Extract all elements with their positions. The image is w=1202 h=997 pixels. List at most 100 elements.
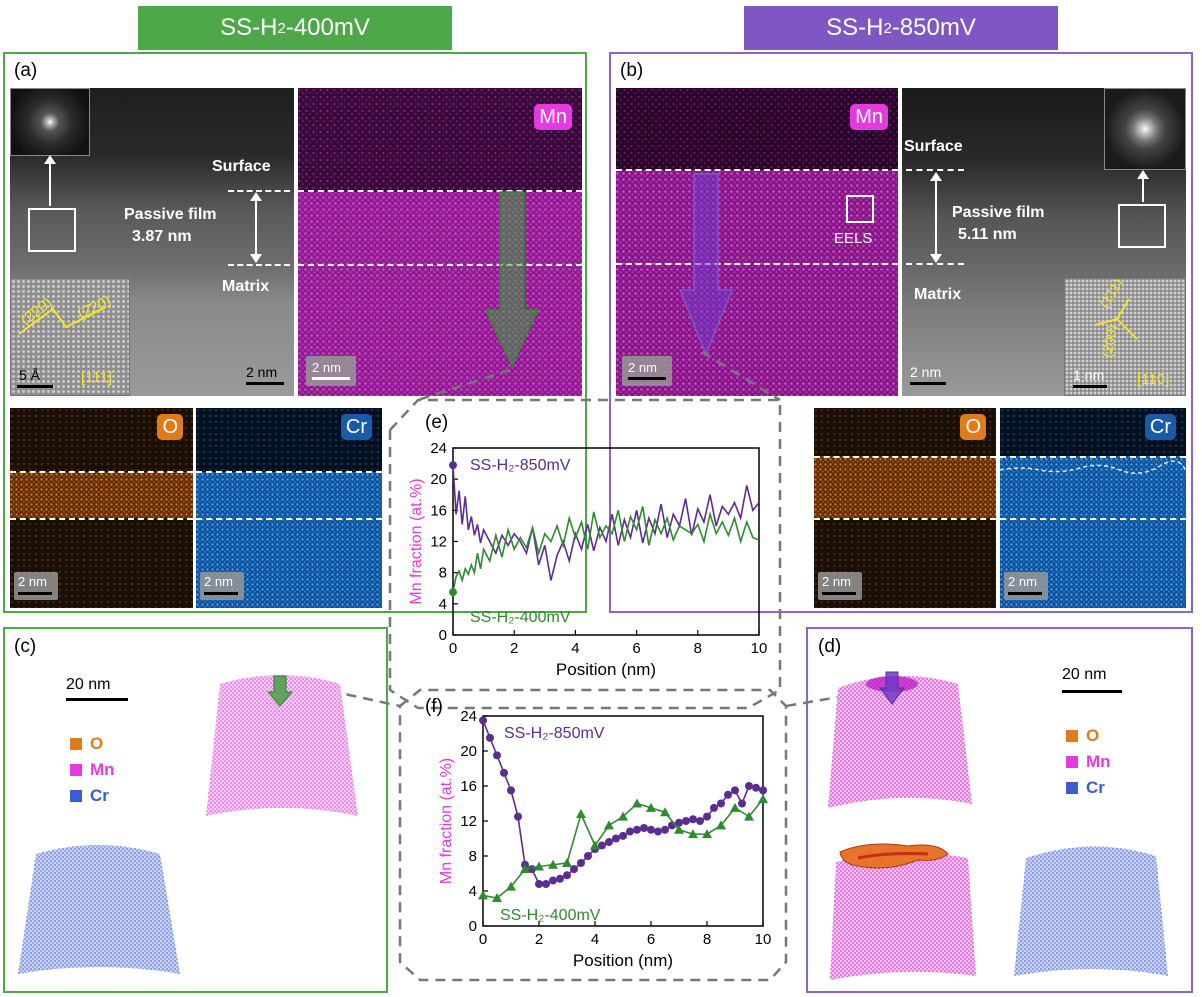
mn-surface-line-a bbox=[298, 190, 582, 192]
matrix-line-b bbox=[906, 263, 964, 265]
x-tick-label: 10 bbox=[755, 931, 772, 948]
scale-main-bar-b bbox=[910, 382, 946, 385]
legend-d-o: O bbox=[1066, 726, 1099, 746]
scale-mn-box-b bbox=[622, 356, 672, 386]
x-tick-label: 10 bbox=[751, 640, 768, 657]
eels-label-b: EELS bbox=[834, 230, 873, 247]
y-tick-label: 20 bbox=[430, 471, 447, 488]
y-tick-label: 12 bbox=[430, 534, 447, 551]
data-point bbox=[626, 827, 634, 836]
data-point bbox=[745, 782, 753, 790]
thickness-arrow-a bbox=[255, 198, 257, 256]
scale-cr-b: 2 nm bbox=[1008, 574, 1037, 589]
scale-bar-c bbox=[66, 698, 128, 701]
scale-mn-b: 2 nm bbox=[628, 360, 657, 375]
data-point bbox=[660, 807, 670, 817]
thickness-arrow-up-b bbox=[930, 172, 942, 181]
zone-label-b: [110] bbox=[1137, 371, 1170, 388]
cr-matrix-line-b bbox=[1000, 518, 1186, 520]
mn-tag-a: Mn bbox=[534, 104, 572, 130]
apt-mn-oxide-volume-d bbox=[830, 843, 976, 980]
lattice-planes-a bbox=[18, 306, 107, 335]
zone-label-a: [111] bbox=[81, 369, 113, 386]
legend-c-mn: Mn bbox=[70, 760, 115, 780]
thickness-arrow-b bbox=[935, 178, 937, 256]
apt-mn-volume-d bbox=[828, 671, 972, 808]
y-tick-label: 4 bbox=[439, 596, 447, 613]
surface-line-b bbox=[906, 169, 964, 171]
mn-map-a: Mn 2 nm bbox=[298, 88, 582, 396]
data-point bbox=[542, 880, 550, 888]
data-point bbox=[605, 838, 613, 846]
lattice-inset-b: (1̄11) (200) [110] 1 nm bbox=[1064, 275, 1186, 396]
data-point bbox=[738, 799, 746, 808]
apt-cr-volume-d bbox=[1014, 846, 1168, 976]
y-tick-label: 16 bbox=[460, 778, 477, 795]
tem-image-a: Surface Passive film 3.87 nm Matrix (2̄2… bbox=[10, 88, 294, 396]
legend-d-cr-swatch bbox=[1066, 782, 1078, 794]
y-tick-label: 16 bbox=[430, 502, 447, 519]
data-point bbox=[570, 865, 578, 874]
frame-d bbox=[806, 627, 1193, 993]
thickness-arrow-up-a bbox=[250, 192, 262, 201]
header-right: SS-H 2 -850mV bbox=[744, 6, 1058, 50]
y-tick-label: 20 bbox=[460, 743, 477, 760]
scale-bar-d bbox=[1062, 690, 1122, 693]
y-tick-label: 24 bbox=[460, 708, 477, 725]
o-map-a-texture bbox=[10, 408, 193, 608]
scale-inset-bar-a bbox=[17, 385, 53, 388]
tem-image-b: Surface Passive film 5.11 nm Matrix (1̄1… bbox=[902, 88, 1186, 396]
legend-c-cr-swatch bbox=[70, 790, 82, 802]
data-point bbox=[590, 840, 600, 850]
data-point bbox=[647, 825, 655, 834]
legend-d-mn-label: Mn bbox=[1086, 752, 1111, 771]
data-point bbox=[618, 811, 628, 821]
legend-d-o-swatch bbox=[1066, 730, 1078, 742]
surface-line-a bbox=[228, 190, 290, 192]
series-line-1 bbox=[452, 506, 760, 593]
header-left-sub: 2 bbox=[277, 19, 286, 37]
legend-d-cr: Cr bbox=[1066, 778, 1105, 798]
o-map-a: O 2 nm bbox=[10, 408, 193, 608]
header-right-suffix: -850mV bbox=[891, 14, 976, 41]
series-label: SS-H₂-400mV bbox=[470, 609, 571, 626]
y-axis-label: Mn fraction (at.%) bbox=[438, 758, 455, 884]
eels-box-b bbox=[846, 195, 874, 223]
header-right-prefix: SS-H bbox=[826, 14, 884, 41]
data-point bbox=[633, 825, 641, 834]
data-point bbox=[514, 812, 522, 821]
thickness-arrow-down-b bbox=[930, 254, 942, 263]
x-tick-label: 0 bbox=[449, 640, 457, 657]
data-point bbox=[506, 881, 516, 891]
data-point bbox=[492, 893, 502, 902]
y-tick-label: 0 bbox=[439, 627, 447, 644]
data-point bbox=[562, 858, 572, 867]
x-tick-label: 8 bbox=[694, 640, 702, 657]
legend-d-o-label: O bbox=[1086, 726, 1100, 745]
legend-c-o-swatch bbox=[70, 738, 82, 750]
fft-box-a bbox=[28, 208, 76, 252]
fft-arrow-a bbox=[49, 158, 51, 206]
header-right-sub: 2 bbox=[883, 19, 892, 37]
scale-o-box-b bbox=[818, 572, 862, 600]
data-point bbox=[696, 817, 704, 825]
o-matrix-line-b bbox=[814, 518, 996, 520]
mn-matrix-line-a bbox=[298, 264, 582, 266]
header-left-prefix: SS-H bbox=[220, 14, 278, 41]
scale-o-bar-a bbox=[18, 592, 52, 595]
scale-o-b: 2 nm bbox=[822, 574, 851, 589]
data-point bbox=[703, 812, 711, 821]
x-tick-label: 4 bbox=[591, 931, 599, 948]
data-point bbox=[758, 794, 768, 804]
scale-mn-box-a bbox=[306, 356, 356, 386]
data-point bbox=[661, 825, 669, 834]
scale-mn-bar-a bbox=[312, 377, 350, 380]
scale-inset-bar-b bbox=[1073, 385, 1107, 388]
data-point bbox=[563, 871, 571, 880]
scale-cr-box-a bbox=[200, 572, 244, 600]
panel-e-label: (e) bbox=[425, 412, 449, 433]
legend-d-mn: Mn bbox=[1066, 752, 1111, 772]
data-point bbox=[674, 824, 684, 834]
